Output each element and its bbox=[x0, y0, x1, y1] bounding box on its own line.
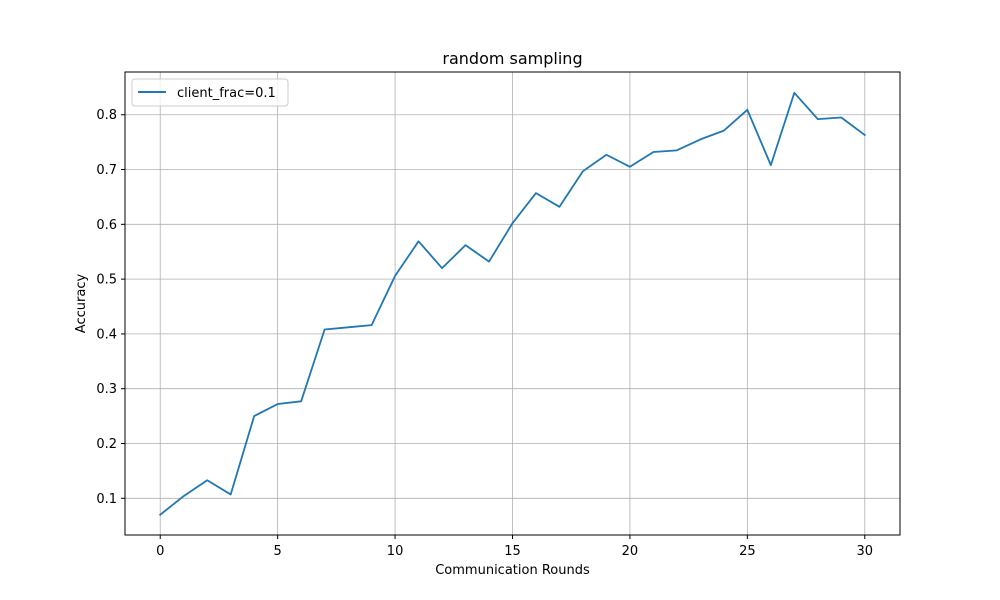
x-tick-label: 30 bbox=[856, 544, 873, 559]
x-tick-label: 10 bbox=[387, 544, 404, 559]
legend-label: client_frac=0.1 bbox=[177, 86, 276, 101]
legend-box bbox=[131, 78, 289, 107]
series-line bbox=[158, 91, 867, 516]
y-tick-label: 0.5 bbox=[96, 273, 117, 288]
ticks: 0 5 10 15 20 25 30 0.1 0.2 0.3 0.4 0.5 0.6 0.7 0.8 bbox=[96, 108, 873, 559]
y-tick-label: 0.2 bbox=[96, 437, 117, 452]
y-tick-label: 0.4 bbox=[96, 327, 117, 342]
x-tick-label: 15 bbox=[504, 544, 521, 559]
x-tick-label: 0 bbox=[156, 544, 164, 559]
y-axis-label: Accuracy bbox=[74, 274, 89, 334]
x-tick-label: 5 bbox=[274, 544, 282, 559]
y-tick-label: 0.1 bbox=[96, 492, 117, 507]
series-layer bbox=[158, 91, 867, 516]
x-tick-label: 20 bbox=[622, 544, 639, 559]
x-tick-label: 25 bbox=[739, 544, 756, 559]
y-tick-label: 0.6 bbox=[96, 218, 117, 233]
grid bbox=[125, 72, 900, 535]
y-tick-label: 0.3 bbox=[96, 382, 117, 397]
y-tick-label: 0.7 bbox=[96, 163, 117, 178]
legend: client_frac=0.1 bbox=[131, 78, 289, 107]
chart-title: random sampling bbox=[442, 49, 582, 68]
x-axis-label: Communication Rounds bbox=[435, 563, 590, 578]
y-tick-label: 0.8 bbox=[96, 108, 117, 123]
